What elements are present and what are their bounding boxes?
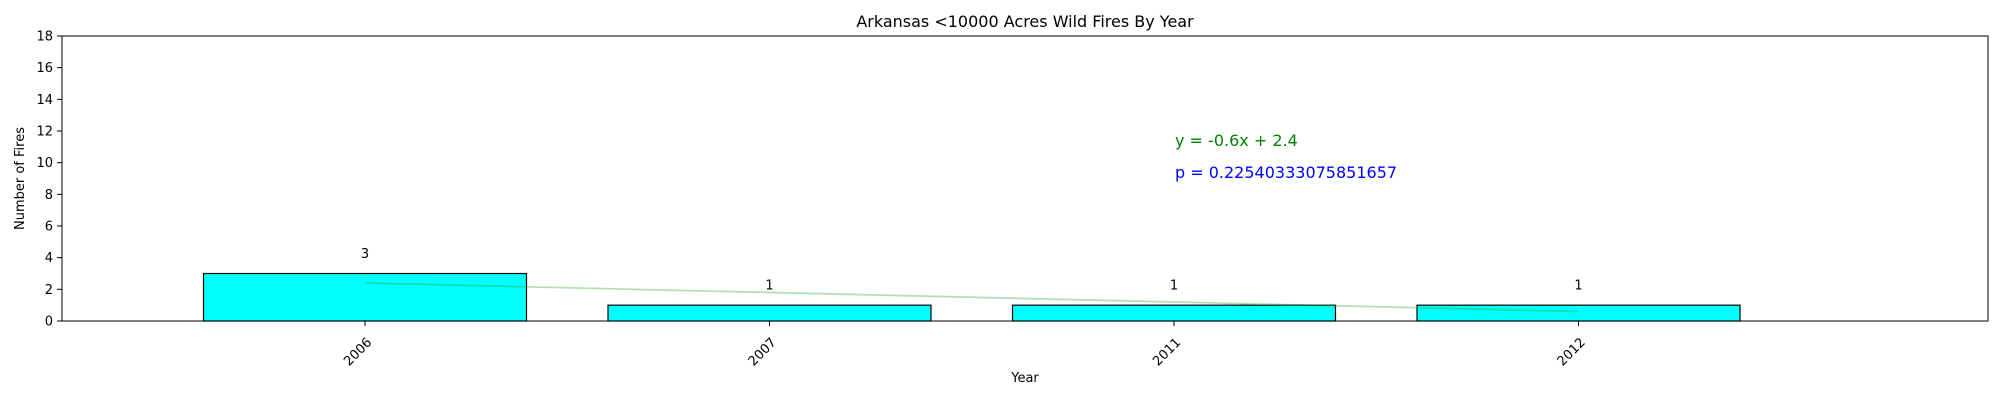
y-axis-label: Number of Fires (13, 127, 28, 230)
y-tick-label: 14 (36, 93, 53, 108)
bar (202, 272, 528, 322)
data-label: 1 (765, 279, 773, 294)
x-tick-label: 2006 (341, 335, 375, 369)
y-tick-label: 16 (36, 61, 53, 76)
trendline-group (364, 282, 1579, 313)
data-label: 1 (1170, 279, 1178, 294)
y-tick-label: 8 (45, 188, 53, 203)
bar (1416, 304, 1741, 322)
y-tick-label: 4 (45, 251, 53, 266)
chart-title: Arkansas <10000 Acres Wild Fires By Year (856, 12, 1194, 31)
regression-equation: y = -0.6x + 2.4 (1175, 131, 1298, 150)
x-axis-label: Year (1010, 371, 1039, 386)
y-axis: 0 2 4 6 8 10 12 14 16 18 (36, 30, 62, 330)
data-labels-group: 3 1 1 1 (361, 247, 1583, 294)
data-label: 3 (361, 247, 369, 262)
data-label: 1 (1574, 279, 1582, 294)
y-tick-label: 10 (36, 156, 53, 171)
y-tick-label: 2 (45, 283, 53, 298)
x-tick-label: 2011 (1150, 335, 1184, 369)
x-tick-label: 2007 (746, 335, 780, 369)
bar (607, 304, 932, 322)
y-tick-label: 12 (36, 125, 53, 140)
bar (1011, 304, 1337, 322)
trendline (364, 282, 1579, 313)
y-tick-label: 6 (45, 220, 53, 235)
p-value-annotation: p = 0.22540333075851657 (1175, 163, 1397, 182)
x-axis: 2006 2007 2011 2012 (341, 321, 1589, 369)
y-tick-label: 0 (45, 315, 53, 330)
y-tick-label: 18 (36, 30, 53, 45)
x-tick-label: 2012 (1555, 335, 1589, 369)
bars-group (202, 272, 1741, 322)
